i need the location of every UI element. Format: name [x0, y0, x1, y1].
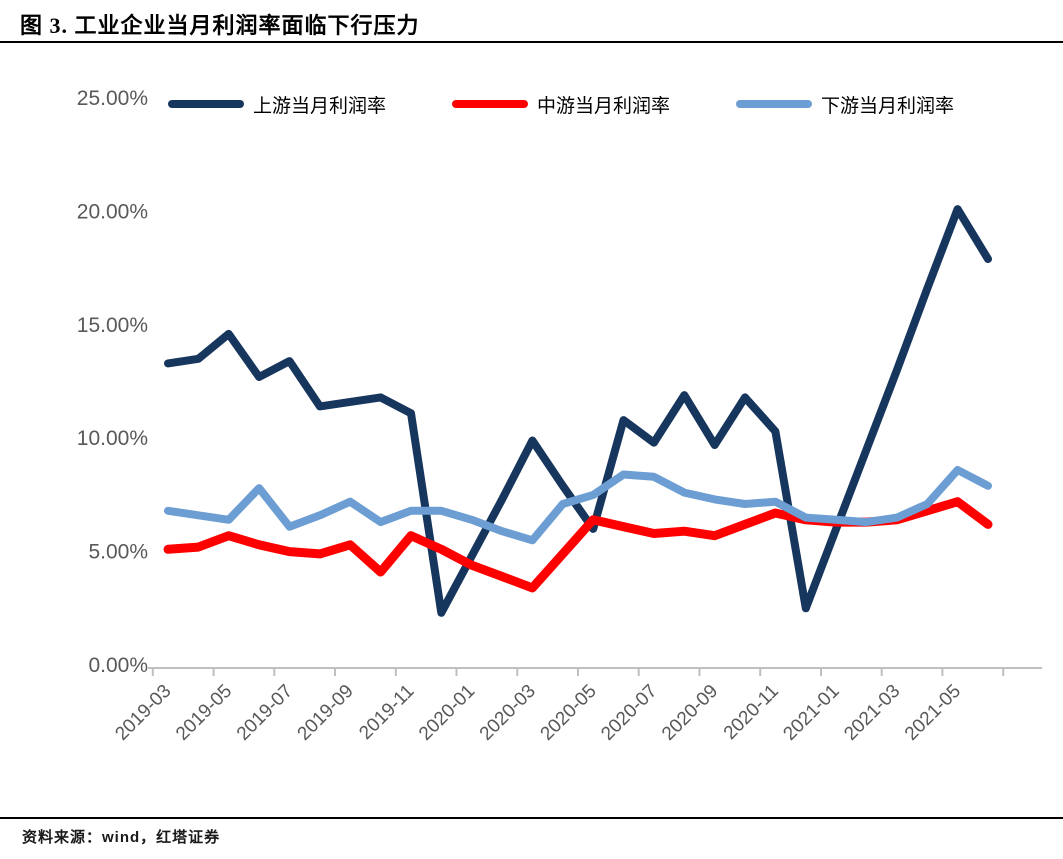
legend-label-downstream: 下游当月利润率 [821, 95, 955, 117]
footer-divider [0, 817, 1063, 819]
legend-item-midstream: 中游当月利润率 [452, 90, 670, 118]
x-axis-label: 2020-11 [720, 681, 783, 744]
legend-swatch-midstream [452, 100, 528, 108]
legend: 上游当月利润率 中游当月利润率 下游当月利润率 [0, 90, 1063, 118]
x-axis-label: 2019-09 [294, 681, 358, 745]
legend-swatch-upstream [168, 100, 244, 108]
title-divider [0, 41, 1063, 43]
y-axis-label: 5.00% [88, 541, 148, 564]
legend-item-downstream: 下游当月利润率 [736, 90, 954, 118]
x-axis-label: 2019-05 [172, 681, 236, 745]
y-axis-label: 25.00% [77, 87, 148, 110]
x-axis-label: 2019-03 [111, 681, 175, 745]
x-axis-label: 2020-05 [537, 681, 601, 745]
source-note: 资料来源：wind，红塔证券 [22, 829, 221, 846]
x-axis-label: 2020-09 [658, 681, 722, 745]
x-axis-label: 2021-03 [840, 681, 904, 745]
x-axis-label: 2019-07 [233, 681, 297, 745]
y-axis-label: 15.00% [77, 314, 148, 337]
x-axis-label: 2021-01 [779, 681, 843, 745]
legend-label-upstream: 上游当月利润率 [253, 95, 387, 117]
x-axis-label: 2020-01 [415, 681, 479, 745]
legend-swatch-downstream [736, 100, 812, 108]
x-axis-label: 2021-05 [901, 681, 965, 745]
series-line-midstream [163, 497, 993, 593]
y-axis-label: 20.00% [77, 200, 148, 223]
legend-label-midstream: 中游当月利润率 [537, 95, 671, 117]
x-axis-label: 2020-03 [476, 681, 540, 745]
x-axis-label: 2019-11 [355, 681, 418, 744]
y-axis-label: 0.00% [88, 654, 148, 677]
y-axis-label: 10.00% [77, 427, 148, 450]
series-line-downstream [164, 466, 992, 545]
x-axis-label: 2020-07 [597, 681, 661, 745]
series-line-upstream [164, 205, 992, 617]
legend-item-upstream: 上游当月利润率 [168, 90, 386, 118]
chart-title: 图 3. 工业企业当月利润率面临下行压力 [20, 13, 420, 38]
